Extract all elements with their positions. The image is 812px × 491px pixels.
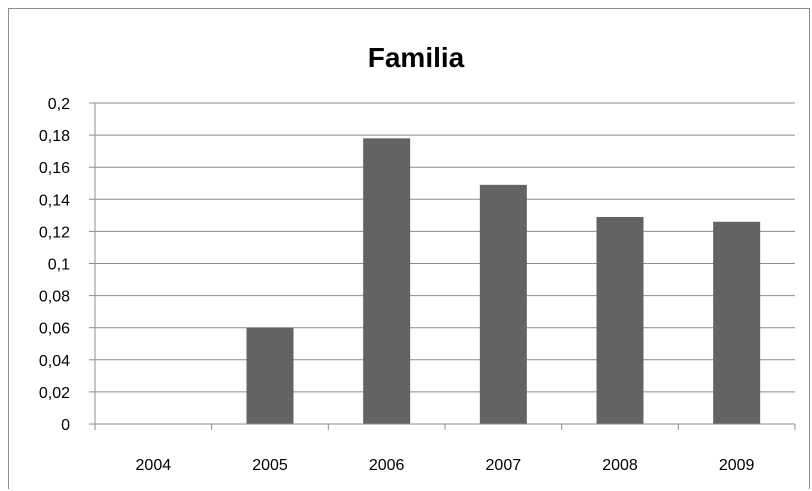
bar-2008 — [596, 216, 644, 424]
x-tick-label: 2008 — [602, 457, 638, 474]
x-axis-tick-labels: 2004 2005 2006 2007 2008 2009 — [94, 424, 796, 474]
y-axis-tick-labels: 0 0,02 0,04 0,06 0,08 0,1 0,12 0,14 0,16 0,18 0,2 — [39, 96, 70, 434]
bar-2006 — [363, 138, 411, 424]
y-tick-label: 0,16 — [39, 160, 70, 177]
gridlines — [89, 102, 795, 425]
y-tick-label: 0,06 — [39, 321, 70, 338]
x-tick-label: 2004 — [136, 457, 172, 474]
y-tick-label: 0,12 — [39, 224, 70, 241]
y-tick-label: 0,18 — [39, 128, 70, 145]
y-tick-label: 0 — [61, 417, 70, 434]
bar-2005 — [246, 327, 294, 424]
bar-2007 — [479, 184, 527, 424]
y-tick-label: 0,02 — [39, 385, 70, 402]
y-tick-label: 0,2 — [48, 96, 70, 113]
x-tick-label: 2006 — [369, 457, 405, 474]
chart-title: Familia — [368, 42, 465, 73]
y-tick-label: 0,1 — [48, 257, 70, 274]
x-tick-label: 2005 — [252, 457, 288, 474]
bars — [246, 138, 761, 424]
x-tick-label: 2009 — [719, 457, 755, 474]
x-tick-label: 2007 — [486, 457, 522, 474]
y-tick-label: 0,08 — [39, 289, 70, 306]
y-tick-label: 0,04 — [39, 353, 70, 370]
y-tick-label: 0,14 — [39, 192, 70, 209]
bar-2009 — [713, 221, 761, 424]
